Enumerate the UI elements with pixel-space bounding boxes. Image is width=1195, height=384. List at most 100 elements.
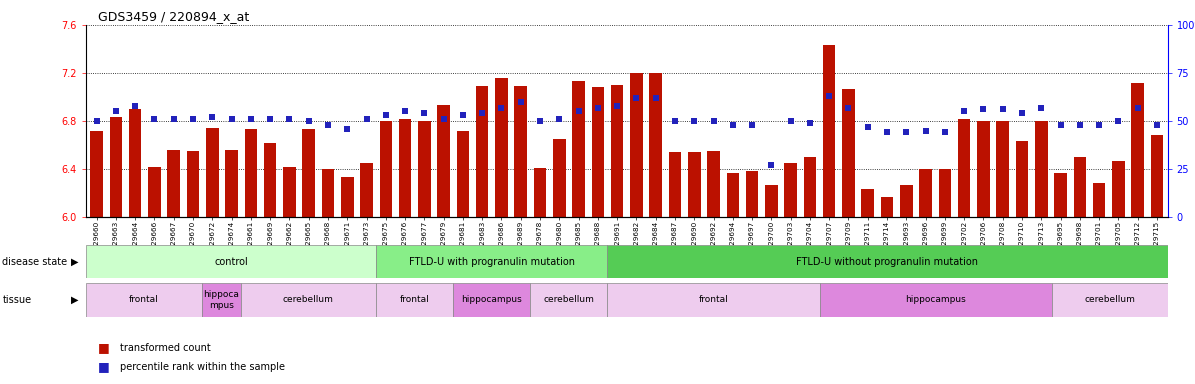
Bar xyxy=(91,131,103,217)
Point xyxy=(1071,122,1090,128)
Point xyxy=(511,99,531,105)
Bar xyxy=(820,283,1052,317)
Bar xyxy=(148,167,161,217)
Bar xyxy=(804,157,816,217)
Bar xyxy=(1052,283,1168,317)
Point xyxy=(666,118,685,124)
Text: transformed count: transformed count xyxy=(120,343,210,353)
Point xyxy=(896,129,915,136)
Bar xyxy=(592,88,605,217)
Point xyxy=(145,116,164,122)
Bar xyxy=(707,151,719,217)
Point xyxy=(106,108,125,114)
Point xyxy=(1012,110,1031,116)
Bar xyxy=(456,131,470,217)
Bar xyxy=(784,163,797,217)
Bar xyxy=(283,167,295,217)
Bar xyxy=(495,78,508,217)
Point xyxy=(338,126,357,132)
Bar xyxy=(86,283,202,317)
Point xyxy=(87,118,106,124)
Text: ■: ■ xyxy=(98,341,110,354)
Bar xyxy=(997,121,1009,217)
Point xyxy=(453,112,472,118)
Bar xyxy=(245,129,257,217)
Point xyxy=(299,118,318,124)
Bar xyxy=(919,169,932,217)
Bar xyxy=(110,118,122,217)
Text: hippocampus: hippocampus xyxy=(906,295,966,305)
Bar xyxy=(264,142,276,217)
Text: ■: ■ xyxy=(98,360,110,373)
Point xyxy=(877,129,896,136)
Bar xyxy=(688,152,700,217)
Text: control: control xyxy=(214,257,247,266)
Point xyxy=(473,110,492,116)
Text: frontal: frontal xyxy=(699,295,729,305)
Point xyxy=(222,116,241,122)
Bar xyxy=(186,151,200,217)
Point xyxy=(704,118,723,124)
Bar xyxy=(611,85,624,217)
Point xyxy=(801,120,820,126)
Point xyxy=(723,122,742,128)
Bar xyxy=(399,119,411,217)
Bar xyxy=(572,81,584,217)
Text: GDS3459 / 220894_x_at: GDS3459 / 220894_x_at xyxy=(98,10,250,23)
Point xyxy=(1109,118,1128,124)
Text: FTLD-U without progranulin mutation: FTLD-U without progranulin mutation xyxy=(797,257,979,266)
Bar xyxy=(515,86,527,217)
Bar xyxy=(1016,141,1028,217)
Bar xyxy=(202,283,240,317)
Text: percentile rank within the sample: percentile rank within the sample xyxy=(120,362,284,372)
Text: ▶: ▶ xyxy=(72,257,79,266)
Text: cerebellum: cerebellum xyxy=(544,295,594,305)
Point xyxy=(993,106,1012,113)
Bar xyxy=(375,245,607,278)
Point xyxy=(415,110,434,116)
Text: cerebellum: cerebellum xyxy=(283,295,333,305)
Bar xyxy=(1092,184,1105,217)
Point xyxy=(357,116,376,122)
Point xyxy=(164,116,183,122)
Bar xyxy=(1132,83,1144,217)
Point xyxy=(261,116,280,122)
Point xyxy=(125,103,145,109)
Text: FTLD-U with progranulin mutation: FTLD-U with progranulin mutation xyxy=(409,257,575,266)
Bar xyxy=(341,177,354,217)
Point xyxy=(531,118,550,124)
Bar xyxy=(630,73,643,217)
Point xyxy=(1147,122,1166,128)
Point xyxy=(241,116,261,122)
Point xyxy=(280,116,299,122)
Bar xyxy=(534,168,546,217)
Point xyxy=(627,95,646,101)
Point xyxy=(936,129,955,136)
Point xyxy=(820,93,839,99)
Bar xyxy=(86,245,375,278)
Bar xyxy=(380,121,392,217)
Bar xyxy=(727,172,739,217)
Bar xyxy=(453,283,531,317)
Bar xyxy=(206,128,219,217)
Point xyxy=(1031,104,1050,111)
Text: hippoca
mpus: hippoca mpus xyxy=(203,290,239,310)
Bar xyxy=(1073,157,1086,217)
Point xyxy=(839,104,858,111)
Text: frontal: frontal xyxy=(399,295,429,305)
Bar xyxy=(746,171,759,217)
Bar xyxy=(765,185,778,217)
Point xyxy=(646,95,666,101)
Point xyxy=(917,127,936,134)
Point xyxy=(492,104,511,111)
Point xyxy=(396,108,415,114)
Bar xyxy=(476,86,489,217)
Bar xyxy=(881,197,894,217)
Text: ▶: ▶ xyxy=(72,295,79,305)
Bar xyxy=(607,283,820,317)
Point xyxy=(1128,104,1147,111)
Point xyxy=(761,162,780,168)
Text: frontal: frontal xyxy=(129,295,159,305)
Bar xyxy=(240,283,375,317)
Point xyxy=(782,118,801,124)
